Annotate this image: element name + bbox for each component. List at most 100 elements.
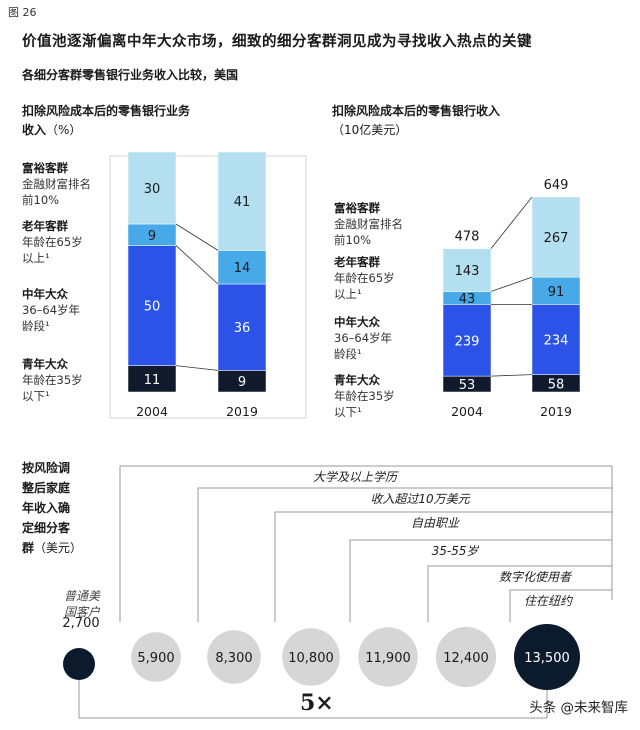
segment-youth-desc1-r: 年龄在35岁 [334, 389, 395, 403]
left-bar-midlife-2004 [127, 245, 177, 366]
subtitle: 各细分客群零售银行业务收入比较，美国 [22, 68, 239, 82]
segment-affluent-title: 富裕客群 [22, 161, 68, 175]
right-bar-senior-2019 [531, 276, 581, 305]
filter-label-2: 收入超过10万美元 [370, 492, 470, 506]
segment-senior-title: 老年客群 [22, 219, 68, 233]
bottom-title-line3: 年收入确 [22, 501, 71, 515]
segment-affluent-desc1-r: 金融财富排名 [334, 217, 403, 231]
segment-senior-title-r: 老年客群 [334, 255, 380, 269]
left-value-senior-2004: 9 [148, 229, 156, 244]
segment-midlife-title-r: 中年大众 [334, 315, 380, 329]
right-value-midlife-2004: 239 [455, 334, 480, 349]
main-title: 价值池逐渐偏离中年大众市场，细致的细分客群洞见成为寻找收入热点的关键 [22, 34, 532, 50]
right-chart-unit: （10亿美元） [332, 123, 408, 137]
left-tick-2004: 2004 [136, 404, 168, 419]
segment-youth-desc2: 以下¹ [22, 389, 50, 403]
filter-bracket-1 [119, 465, 612, 622]
left-chart-title: 扣除风险成本后的零售银行业务 收入（%） [22, 102, 190, 140]
segment-senior-desc2: 以上¹ [22, 251, 50, 265]
bottom-title-unit: （美元） [34, 541, 83, 555]
segment-circle-5 [435, 626, 497, 688]
left-chart-frame [109, 155, 307, 419]
left-bar-affluent-2019 [217, 151, 267, 251]
bottom-title-line5: 群 [22, 541, 35, 555]
right-connector-youth [490, 374, 533, 377]
segment-circle-value-3: 10,800 [288, 651, 334, 666]
right-bar-midlife-2019 [531, 304, 581, 375]
right-tick-2004: 2004 [451, 404, 483, 419]
right-tick-2019: 2019 [540, 404, 572, 419]
base-customer-dot [63, 648, 95, 680]
multiplier-label: 5× [300, 690, 334, 716]
filter-label-5: 数字化使用者 [499, 570, 573, 584]
base-customer-label: 普通美 国客户 [60, 588, 104, 620]
left-bar-youth-2004 [127, 365, 177, 393]
left-value-youth-2004: 11 [144, 373, 161, 388]
right-chart-title: 扣除风险成本后的零售银行收入 （10亿美元） [332, 102, 500, 140]
segment-circle-1 [131, 632, 181, 682]
left-connector-senior [175, 223, 219, 251]
bottom-title-line2: 整后家庭 [22, 481, 71, 495]
segment-affluent-title-r: 富裕客群 [334, 201, 380, 215]
right-bar-midlife-2004 [442, 304, 492, 377]
segment-youth-desc2-r: 以下¹ [334, 405, 362, 419]
filter-bracket-5 [427, 565, 612, 622]
filter-label-4: 35-55岁 [432, 544, 480, 558]
right-value-youth-2019: 58 [548, 377, 565, 392]
right-value-midlife-2019: 234 [544, 334, 569, 349]
left-value-midlife-2004: 50 [144, 300, 161, 315]
left-value-affluent-2004: 30 [144, 182, 161, 197]
figure-label: 图 26 [8, 6, 37, 19]
left-value-senior-2019: 14 [234, 261, 251, 276]
segment-midlife-title: 中年大众 [22, 287, 68, 301]
base-customer-label-line1: 普通美 [63, 589, 100, 603]
bottom-chart-title: 按风险调 整后家庭 年收入确 定细分客 群（美元） [22, 458, 97, 558]
left-value-youth-2019: 9 [238, 375, 246, 390]
right-value-youth-2004: 53 [459, 378, 476, 393]
right-value-senior-2019: 91 [548, 285, 565, 300]
segment-midlife-desc1: 36–64岁年 [22, 303, 81, 317]
right-connector-senior [490, 276, 533, 292]
segment-circle-value-2: 8,300 [215, 651, 252, 666]
segment-youth-title: 青年大众 [22, 357, 68, 371]
left-bar-midlife-2019 [217, 283, 267, 371]
segment-midlife-desc1-r: 36–64岁年 [334, 331, 393, 345]
segment-affluent-desc1: 金融财富排名 [22, 177, 91, 191]
base-customer-value: 2,700 [62, 616, 100, 631]
right-value-affluent-2004: 143 [455, 264, 480, 279]
left-chart-title-line2: 收入 [22, 123, 47, 137]
right-total-2004: 478 [455, 230, 480, 245]
segment-circle-value-6: 13,500 [524, 651, 570, 666]
filter-bracket-3 [274, 511, 612, 622]
right-value-affluent-2019: 267 [544, 231, 569, 246]
segment-senior-desc1-r: 年龄在65岁 [334, 271, 395, 285]
filter-label-1: 大学及以上学历 [313, 470, 399, 484]
segment-midlife-desc2-r: 龄段¹ [334, 347, 362, 361]
left-bar-affluent-2004 [127, 151, 177, 225]
segment-circle-value-5: 12,400 [443, 651, 489, 666]
segment-circle-6 [514, 624, 580, 690]
segment-circle-4 [358, 627, 418, 687]
left-value-affluent-2019: 41 [234, 195, 251, 210]
left-connector-youth [175, 365, 219, 371]
segment-circle-2 [207, 630, 261, 684]
left-bar-senior-2019 [217, 250, 267, 285]
left-connector-midlife [175, 245, 219, 285]
segment-circle-value-4: 11,900 [365, 651, 411, 666]
base-customer-label-line2: 国客户 [63, 605, 100, 619]
filter-label-3: 自由职业 [411, 516, 460, 530]
multiplier-bracket [78, 679, 548, 719]
right-chart-title-line1: 扣除风险成本后的零售银行收入 [332, 104, 501, 118]
filter-label-6: 住在纽约 [524, 594, 574, 608]
segment-circle-value-1: 5,900 [137, 651, 174, 666]
right-connector-affluent [490, 196, 533, 249]
segment-senior-desc2-r: 以上¹ [334, 287, 362, 301]
right-total-2019: 649 [544, 178, 569, 193]
left-chart-unit: （%） [46, 123, 82, 137]
segment-midlife-desc2: 龄段¹ [22, 319, 50, 333]
left-value-midlife-2019: 36 [234, 321, 251, 336]
segment-youth-title-r: 青年大众 [334, 373, 380, 387]
segment-affluent-desc2: 前10% [22, 193, 60, 207]
right-value-senior-2004: 43 [459, 292, 476, 307]
